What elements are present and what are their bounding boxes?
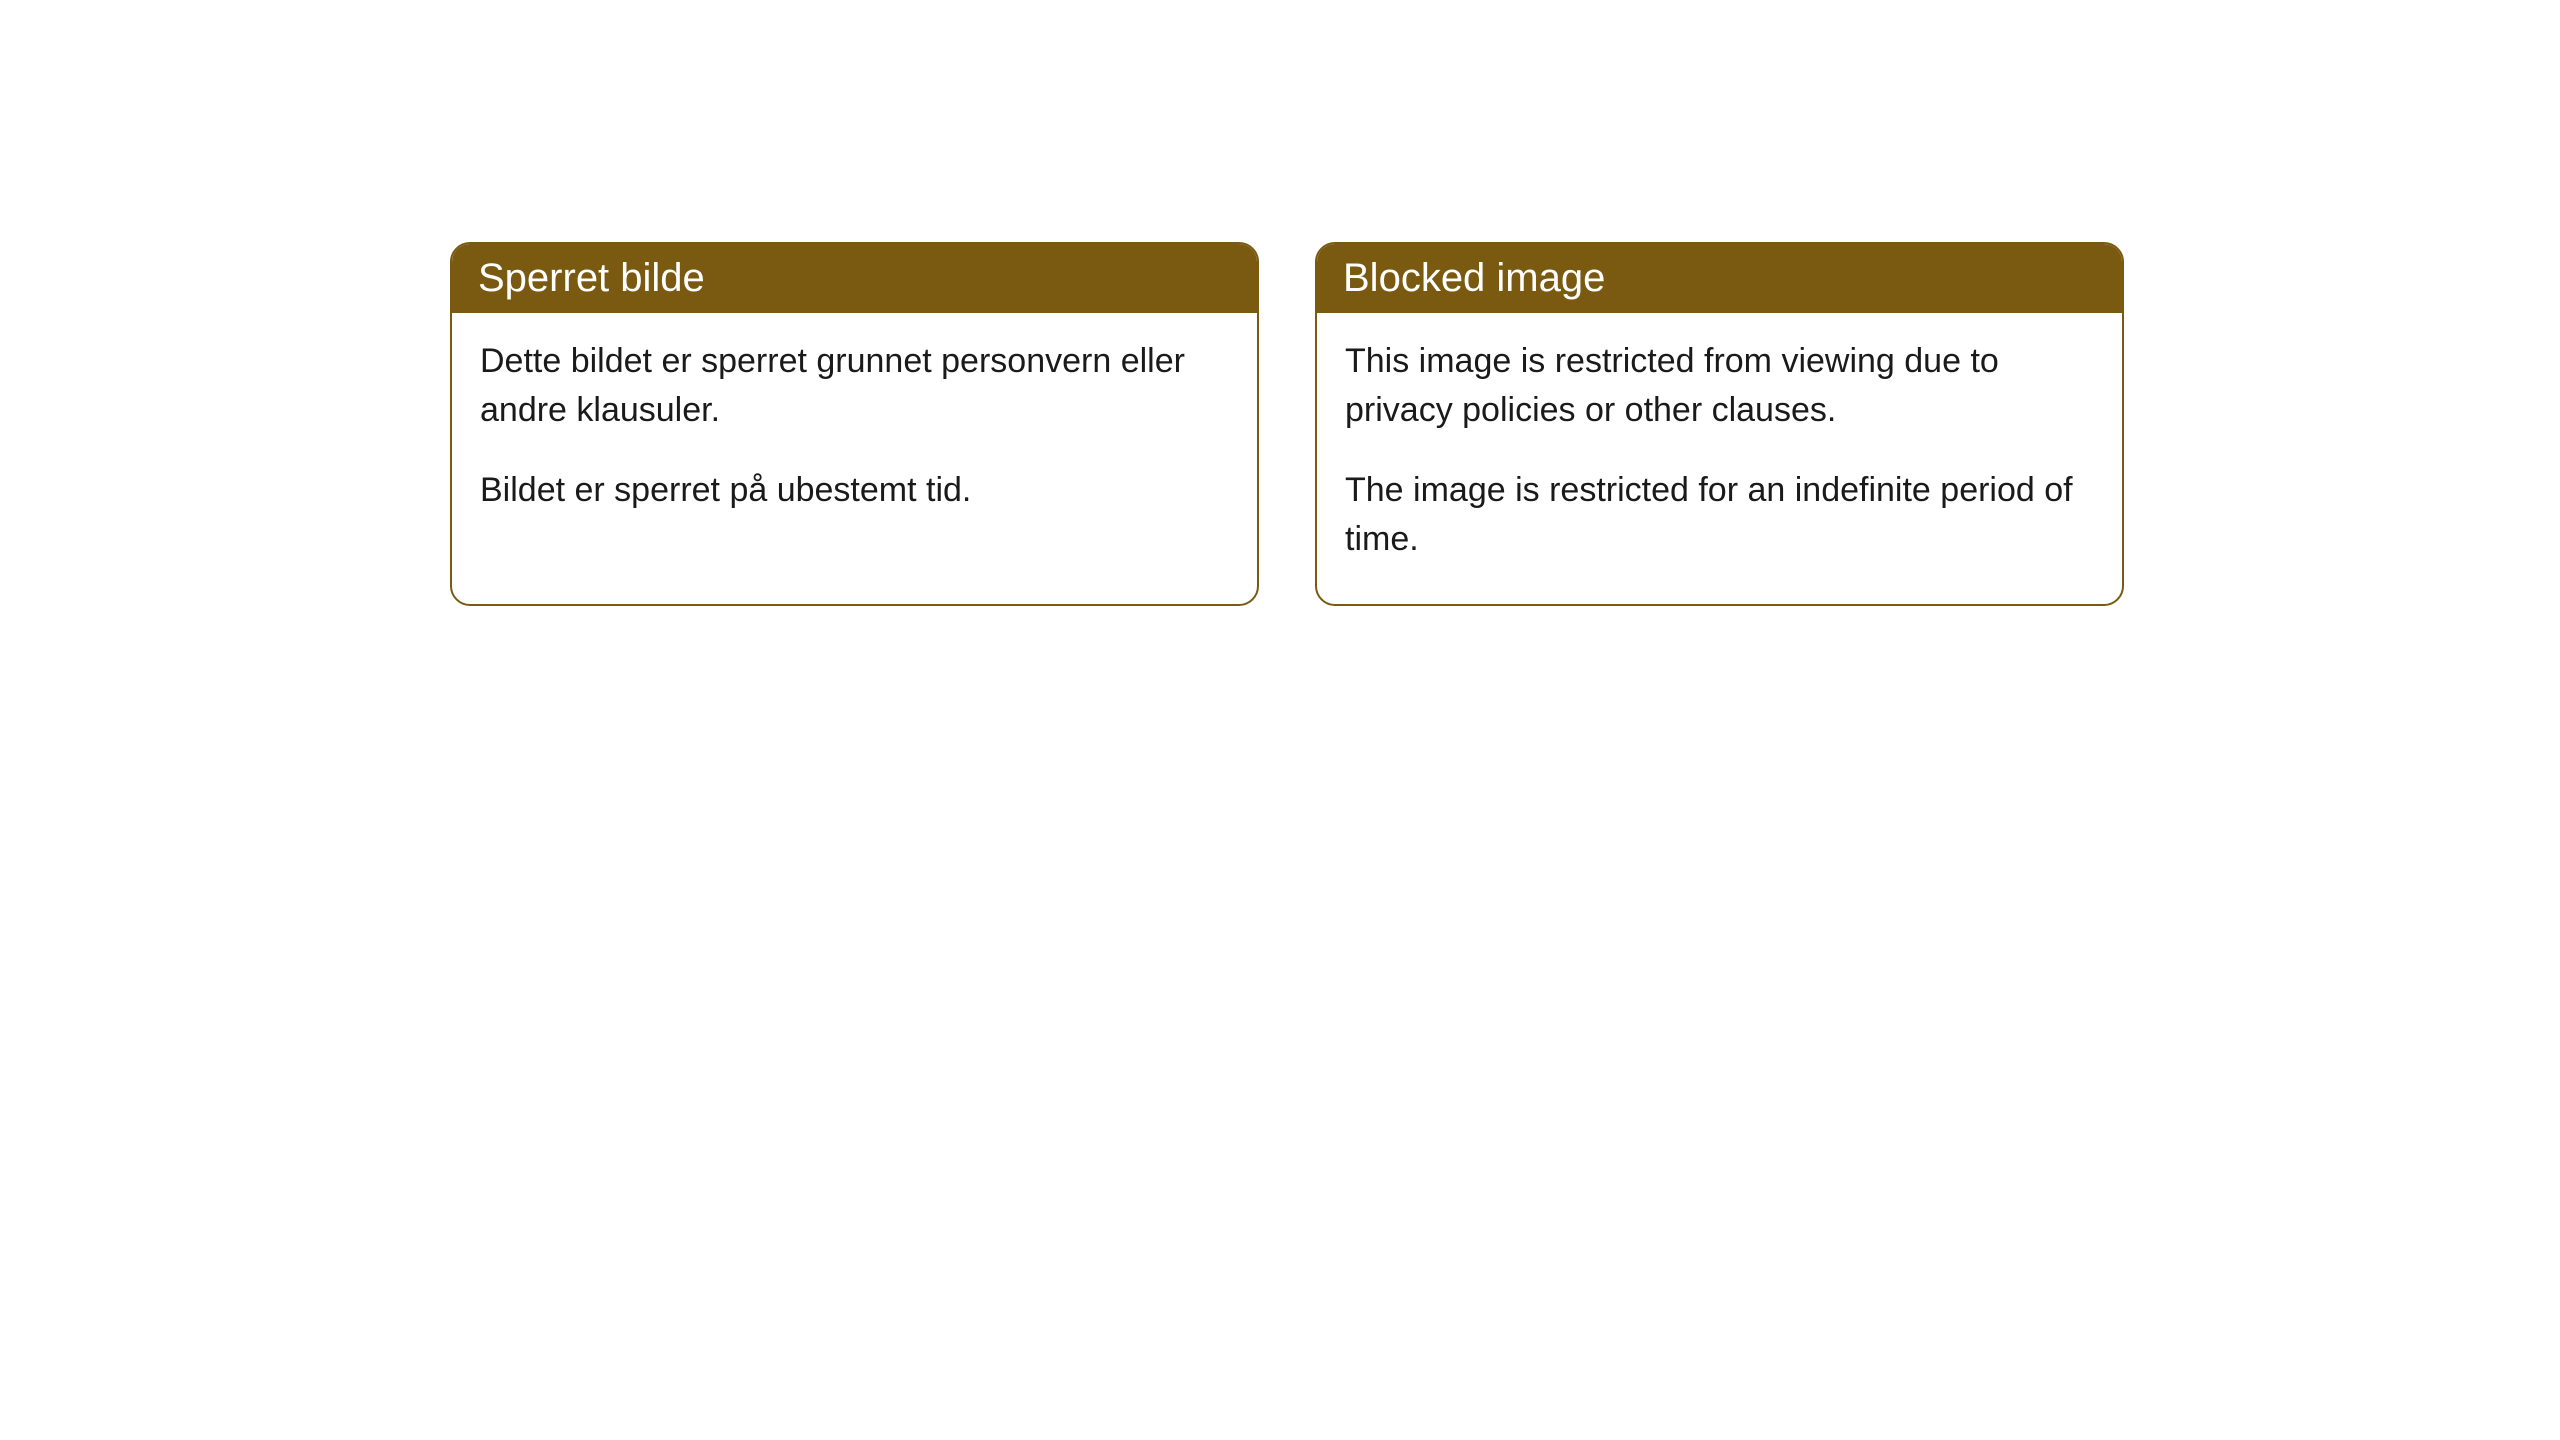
card-paragraph-2-norwegian: Bildet er sperret på ubestemt tid.	[480, 466, 1229, 515]
card-paragraph-1-english: This image is restricted from viewing du…	[1345, 337, 2094, 436]
card-title-norwegian: Sperret bilde	[478, 256, 705, 300]
cards-container: Sperret bilde Dette bildet er sperret gr…	[450, 242, 2124, 606]
card-paragraph-1-norwegian: Dette bildet er sperret grunnet personve…	[480, 337, 1229, 436]
blocked-image-card-english: Blocked image This image is restricted f…	[1315, 242, 2124, 606]
card-body-norwegian: Dette bildet er sperret grunnet personve…	[452, 313, 1257, 555]
card-header-norwegian: Sperret bilde	[452, 244, 1257, 313]
card-title-english: Blocked image	[1343, 256, 1605, 300]
card-paragraph-2-english: The image is restricted for an indefinit…	[1345, 466, 2094, 565]
blocked-image-card-norwegian: Sperret bilde Dette bildet er sperret gr…	[450, 242, 1259, 606]
card-header-english: Blocked image	[1317, 244, 2122, 313]
card-body-english: This image is restricted from viewing du…	[1317, 313, 2122, 604]
